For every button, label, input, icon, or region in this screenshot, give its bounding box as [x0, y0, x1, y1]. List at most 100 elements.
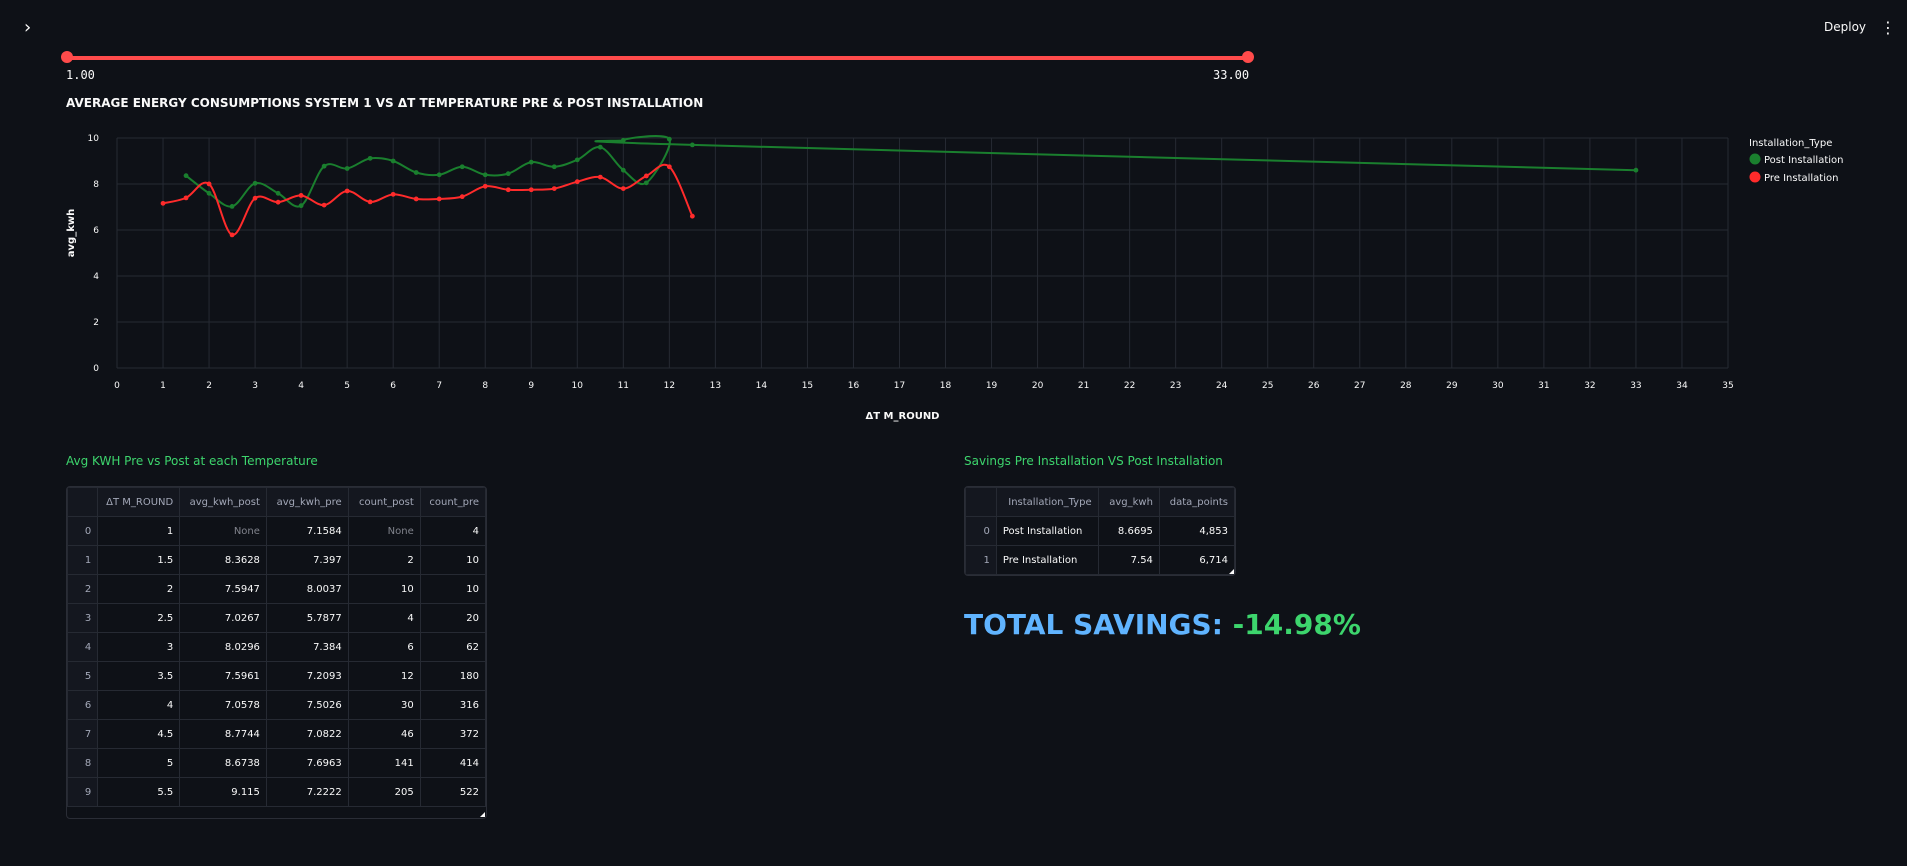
pre-installation-data-point[interactable] [275, 199, 281, 205]
table-cell: 7.5961 [179, 661, 267, 691]
table-row[interactable]: 6 4 7.0578 7.5026 30 316 [67, 690, 486, 720]
column-header[interactable]: count_pre [419, 487, 486, 517]
x-tick-label: 33 [1630, 381, 1641, 391]
legend-swatch[interactable] [1749, 153, 1761, 165]
pre-installation-data-point[interactable] [551, 186, 557, 191]
index-header[interactable] [965, 487, 997, 517]
x-tick-label: 20 [1032, 381, 1044, 391]
table-row[interactable]: 0 Post Installation 8.6695 4,853 [965, 516, 1235, 546]
table-cell: 141 [347, 748, 421, 778]
column-header[interactable]: count_post [347, 487, 421, 517]
legend-label[interactable]: Post Installation [1764, 155, 1844, 166]
column-header[interactable]: ΔT M_ROUND [97, 487, 181, 517]
post-installation-data-point[interactable] [551, 164, 557, 170]
pre-installation-data-point[interactable] [666, 164, 672, 170]
post-installation-data-point[interactable] [298, 203, 304, 209]
post-installation-series-line[interactable] [185, 135, 1636, 208]
table-row[interactable]: 3 2.5 7.0267 5.7877 4 20 [67, 603, 486, 633]
post-installation-data-point[interactable] [689, 142, 695, 148]
post-installation-data-point[interactable] [528, 159, 534, 165]
savings-dataframe[interactable]: Installation_Type avg_kwh data_points 0 Post… [964, 486, 1236, 576]
pre-installation-data-point[interactable] [482, 183, 488, 189]
pre-installation-data-point[interactable] [367, 199, 373, 205]
pre-installation-data-point[interactable] [298, 193, 304, 198]
table-cell: 62 [419, 632, 486, 662]
table-row[interactable]: 0 1 None 7.1584 None 4 [67, 516, 486, 546]
post-installation-data-point[interactable] [574, 157, 580, 163]
table-row[interactable]: 1 Pre Installation 7.54 6,714 [965, 545, 1235, 575]
post-installation-data-point[interactable] [367, 155, 373, 161]
post-installation-data-point[interactable] [1633, 167, 1639, 173]
column-header[interactable]: Installation_Type [995, 487, 1099, 517]
x-tick-label: 3 [252, 381, 258, 391]
post-installation-data-point[interactable] [666, 136, 672, 142]
pre-installation-data-point[interactable] [574, 179, 580, 185]
post-installation-data-point[interactable] [643, 180, 649, 186]
pre-installation-data-point[interactable] [390, 191, 396, 197]
table-row[interactable]: 5 3.5 7.5961 7.2093 12 180 [67, 661, 486, 691]
pre-installation-data-point[interactable] [252, 195, 258, 201]
legend-label[interactable]: Pre Installation [1764, 173, 1838, 184]
pre-installation-data-point[interactable] [459, 194, 465, 200]
pre-installation-data-point[interactable] [597, 174, 603, 180]
pre-installation-data-point[interactable] [344, 188, 350, 194]
table1-title: Avg KWH Pre vs Post at each Temperature [66, 454, 318, 468]
post-installation-data-point[interactable] [390, 158, 396, 164]
pre-installation-data-point[interactable] [413, 196, 419, 202]
table-row[interactable]: 1 1.5 8.3628 7.397 2 10 [67, 545, 486, 575]
post-installation-data-point[interactable] [344, 166, 350, 171]
post-installation-data-point[interactable] [229, 203, 235, 209]
table1-resize-handle[interactable] [480, 812, 485, 817]
post-installation-data-point[interactable] [482, 172, 488, 178]
post-installation-data-point[interactable] [459, 164, 465, 170]
pre-installation-data-point[interactable] [160, 200, 166, 206]
range-slider-max-handle[interactable] [1242, 51, 1254, 63]
index-header[interactable] [67, 487, 99, 517]
legend-swatch[interactable] [1749, 171, 1761, 183]
post-installation-data-point[interactable] [252, 180, 258, 186]
savings-table: Installation_Type avg_kwh data_points 0 Post… [965, 487, 1235, 575]
post-installation-data-point[interactable] [505, 171, 511, 177]
column-header[interactable]: avg_kwh [1097, 487, 1160, 517]
table-row[interactable]: 2 2 7.5947 8.0037 10 10 [67, 574, 486, 604]
y-tick-label: 4 [93, 272, 99, 282]
pre-installation-data-point[interactable] [183, 195, 189, 201]
post-installation-data-point[interactable] [321, 163, 327, 169]
pre-installation-data-point[interactable] [229, 232, 235, 238]
pre-installation-data-point[interactable] [321, 202, 327, 208]
pre-installation-data-point[interactable] [689, 213, 695, 219]
row-index: 8 [67, 748, 99, 778]
post-installation-data-point[interactable] [620, 167, 626, 173]
range-slider-track[interactable] [66, 56, 1248, 60]
deploy-button[interactable]: Deploy [1824, 20, 1867, 34]
table-header-row: ΔT M_ROUND avg_kwh_post avg_kwh_pre count_p… [67, 487, 486, 517]
post-installation-data-point[interactable] [206, 190, 212, 196]
column-header[interactable]: data_points [1158, 487, 1235, 517]
post-installation-data-point[interactable] [597, 144, 603, 150]
table-row[interactable]: 8 5 8.6738 7.6963 141 414 [67, 748, 486, 778]
pre-installation-data-point[interactable] [620, 186, 626, 191]
table-row[interactable]: 7 4.5 8.7744 7.0822 46 372 [67, 719, 486, 749]
post-installation-data-point[interactable] [275, 190, 281, 196]
pre-installation-data-point[interactable] [206, 181, 212, 187]
post-installation-data-point[interactable] [436, 172, 442, 178]
column-header[interactable]: avg_kwh_post [179, 487, 267, 517]
table2-resize-handle[interactable] [1229, 569, 1234, 574]
post-installation-data-point[interactable] [620, 137, 626, 143]
kebab-menu-icon[interactable]: ⋮ [1880, 18, 1896, 37]
pre-installation-data-point[interactable] [436, 196, 442, 202]
table-row[interactable]: 9 5.5 9.115 7.2222 205 522 [67, 777, 486, 807]
column-header[interactable]: avg_kwh_pre [265, 487, 349, 517]
table-cell: 372 [419, 719, 486, 749]
post-installation-data-point[interactable] [413, 170, 419, 175]
pre-installation-data-point[interactable] [528, 187, 534, 193]
table-row[interactable]: 4 3 8.0296 7.384 6 62 [67, 632, 486, 662]
post-installation-data-point[interactable] [183, 173, 189, 179]
pre-installation-data-point[interactable] [505, 187, 511, 193]
pre-installation-data-point[interactable] [643, 173, 649, 179]
sidebar-toggle-chevron-icon[interactable]: › [24, 17, 32, 38]
range-slider-min-handle[interactable] [61, 51, 73, 63]
energy-line-chart[interactable]: 0 1 2 3 4 5 6 7 8 9 10 11 12 13 14 15 16 17 18 19 20 21 22 23 24… [60, 124, 1860, 424]
y-axis-title: avg_kwh [66, 209, 77, 257]
avg-kwh-dataframe[interactable]: ΔT M_ROUND avg_kwh_post avg_kwh_pre count_p… [66, 486, 487, 819]
